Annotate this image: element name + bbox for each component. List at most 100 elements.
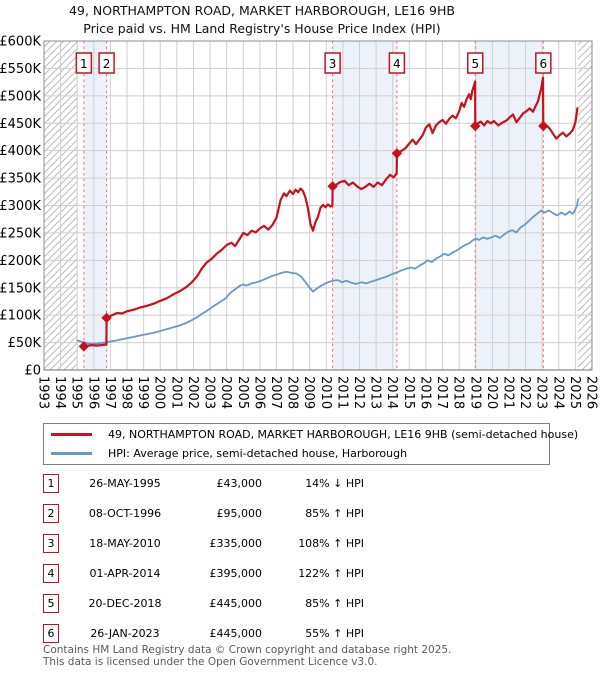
sale-diamond-marker: [327, 181, 338, 192]
sale-vs-hpi: 85% ↑ HPI: [305, 597, 364, 610]
price-paid-line: [82, 76, 579, 348]
sale-vs-hpi: 14% ↓ HPI: [305, 477, 364, 490]
x-tick-label: 2002: [185, 376, 200, 409]
x-tick-label: 2025: [567, 376, 582, 409]
sale-number-label: 6: [540, 57, 548, 71]
license-footer: Contains HM Land Registry data © Crown c…: [43, 644, 583, 668]
sale-row: 5 20-DEC-2018 £445,000 85% ↑ HPI: [43, 594, 383, 614]
sale-vs-hpi: 55% ↑ HPI: [305, 627, 364, 640]
sale-diamond-marker: [101, 312, 112, 324]
page-title: 49, NORTHAMPTON ROAD, MARKET HARBOROUGH,…: [69, 3, 455, 18]
legend-row-hpi: HPI: Average price, semi-detached house,…: [44, 447, 549, 461]
y-tick-label: £350K: [0, 172, 41, 187]
sale-number-badge: 2: [43, 504, 59, 523]
sale-price: £445,000: [209, 627, 263, 640]
y-tick-label: £100K: [0, 309, 41, 324]
sale-number-badge: 5: [43, 594, 59, 613]
footer-line-2: This data is licensed under the Open Gov…: [43, 655, 378, 668]
y-tick-label: £50K: [8, 336, 42, 351]
sale-date: 18-MAY-2010: [89, 537, 161, 550]
x-tick-label: 2022: [517, 376, 532, 409]
chart-legend: 49, NORTHAMPTON ROAD, MARKET HARBOROUGH,…: [43, 423, 578, 465]
sale-row: 4 01-APR-2014 £395,000 122% ↑ HPI: [43, 564, 383, 584]
sale-number-box: [388, 52, 406, 74]
chart-header: 49, NORTHAMPTON ROAD, MARKET HARBOROUGH,…: [0, 2, 524, 38]
sale-vs-hpi: 108% ↑ HPI: [298, 537, 364, 550]
sale-number-box: [75, 52, 93, 74]
sales-table: 1 26-MAY-1995 £43,000 14% ↓ HPI 2 08-OCT-1996…: [43, 474, 383, 654]
y-tick-label: £300K: [0, 199, 41, 214]
hpi-line-swatch: [51, 452, 92, 455]
sale-price: £395,000: [209, 567, 263, 580]
y-tick-label: £0: [24, 364, 41, 379]
sale-number-label: 3: [329, 57, 337, 71]
x-tick-label: 2009: [301, 376, 316, 409]
x-tick-label: 1994: [52, 376, 67, 409]
sale-date: 20-DEC-2018: [88, 597, 162, 610]
hpi-line-label: HPI: Average price, semi-detached house,…: [108, 447, 408, 460]
x-tick-label: 2019: [467, 376, 482, 409]
x-tick-label: 2015: [401, 376, 416, 409]
x-tick-label: 2003: [202, 376, 217, 409]
sale-row: 6 26-JAN-2023 £445,000 55% ↑ HPI: [43, 624, 383, 644]
sale-number-badge: 3: [43, 534, 59, 553]
x-tick-label: 2005: [235, 376, 250, 409]
legend-row-price: 49, NORTHAMPTON ROAD, MARKET HARBOROUGH,…: [44, 428, 578, 442]
sale-row: 3 18-MAY-2010 £335,000 108% ↑ HPI: [43, 534, 383, 554]
sale-number-box: [467, 52, 484, 74]
y-tick-label: £500K: [0, 89, 41, 104]
y-tick-label: £250K: [0, 226, 41, 241]
x-tick-label: 2004: [218, 376, 233, 409]
sale-number-badge: 6: [43, 624, 59, 643]
x-tick-label: 2006: [251, 376, 266, 409]
x-tick-label: 2023: [534, 376, 549, 409]
sale-number-box: [324, 52, 341, 74]
price-line-label: 49, NORTHAMPTON ROAD, MARKET HARBOROUGH,…: [108, 428, 579, 441]
sale-price: £43,000: [216, 477, 263, 490]
x-axis-labels: 1993 1994 1995 1996 1997 1998 1999 2000 2001 2002…: [36, 376, 599, 409]
sale-diamond-marker: [470, 120, 481, 132]
x-tick-label: 2008: [285, 376, 300, 409]
sale-number-boxes: 1 2 3 4 5 6: [75, 52, 552, 74]
x-tick-label: 1996: [85, 376, 100, 409]
sale-date: 26-MAY-1995: [89, 477, 161, 490]
x-tick-label: 2013: [368, 376, 383, 409]
sale-number-badge: 1: [43, 474, 59, 493]
sale-number-label: 4: [393, 57, 401, 71]
y-axis-labels: £0 £50K £100K £150K £200K £250K £300K £350K £400…: [0, 35, 41, 379]
x-tick-label: 2021: [500, 376, 515, 409]
x-tick-label: 2007: [268, 376, 283, 409]
sale-price: £335,000: [209, 537, 263, 550]
x-tick-label: 2001: [168, 376, 183, 409]
hpi-line: [76, 198, 579, 345]
x-tick-label: 1999: [135, 376, 150, 409]
sale-vs-hpi: 85% ↑ HPI: [305, 507, 364, 520]
sale-number-label: 5: [471, 57, 479, 71]
footer-line-1: Contains HM Land Registry data © Crown c…: [43, 644, 452, 656]
x-tick-label: 2017: [434, 376, 449, 409]
sale-number-label: 1: [80, 57, 88, 71]
x-tick-label: 2000: [152, 376, 167, 409]
y-tick-label: £600K: [0, 35, 41, 50]
x-tick-label: 2011: [334, 376, 349, 409]
sale-date: 26-JAN-2023: [90, 627, 160, 640]
price-history-chart: 1 2 3 4 5 6 £0 £50K £100K £150K £200K £250K £300K £35…: [0, 35, 599, 410]
sale-number-box: [98, 52, 115, 74]
sale-diamond-marker: [538, 120, 549, 132]
sale-number-box: [535, 52, 552, 74]
sale-row: 1 26-MAY-1995 £43,000 14% ↓ HPI: [43, 474, 383, 494]
sale-diamond-marker: [78, 341, 90, 352]
sale-markers: [78, 120, 549, 352]
y-tick-label: £150K: [0, 281, 41, 296]
sale-number-badge: 4: [43, 564, 59, 583]
x-tick-label: 1998: [119, 376, 134, 409]
x-tick-label: 2014: [384, 376, 399, 409]
x-tick-label: 2010: [318, 376, 333, 409]
x-tick-label: 1997: [102, 376, 117, 409]
x-tick-label: 2024: [550, 376, 565, 409]
page-subtitle: Price paid vs. HM Land Registry's House …: [83, 21, 441, 36]
sale-date: 01-APR-2014: [89, 567, 161, 580]
x-tick-label: 2020: [484, 376, 499, 409]
x-tick-label: 2018: [451, 376, 466, 409]
